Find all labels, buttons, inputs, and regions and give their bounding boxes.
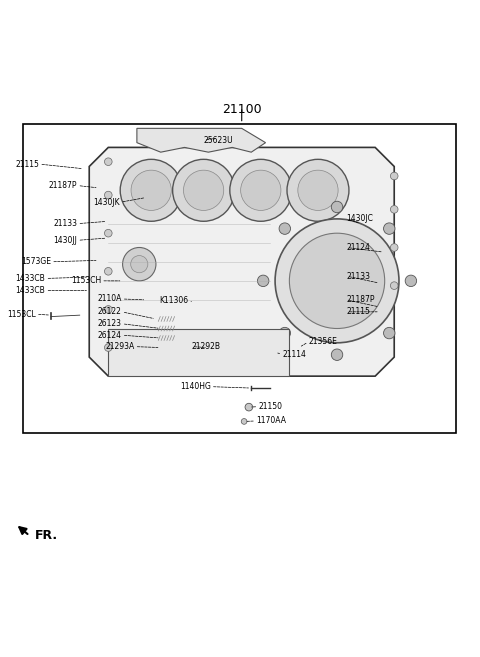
Circle shape [105,306,112,313]
Circle shape [105,191,112,199]
Circle shape [245,403,252,411]
Circle shape [390,244,398,251]
Circle shape [390,282,398,290]
Circle shape [131,170,171,210]
Circle shape [384,223,395,235]
Text: 1430JK: 1430JK [94,198,120,207]
Circle shape [405,275,417,286]
Circle shape [390,172,398,180]
Text: 21187P: 21187P [347,296,375,304]
FancyBboxPatch shape [108,328,289,376]
Circle shape [131,256,148,273]
Text: 21292B: 21292B [192,342,221,351]
Text: 26123: 26123 [97,319,121,328]
Text: 21100: 21100 [222,102,262,116]
Text: 21150: 21150 [258,402,282,411]
Text: 21115: 21115 [347,307,371,316]
Text: 21133: 21133 [347,271,371,281]
Circle shape [230,160,292,221]
Circle shape [384,327,395,339]
Text: 1430JC: 1430JC [347,214,373,223]
Circle shape [105,344,112,351]
Circle shape [298,170,338,210]
Text: 1573GE: 1573GE [21,258,51,266]
Polygon shape [137,128,265,152]
Circle shape [183,170,224,210]
Text: 21115: 21115 [15,160,39,169]
Circle shape [241,419,247,424]
Text: 25623U: 25623U [204,136,233,145]
Circle shape [390,206,398,213]
Text: 26124: 26124 [97,330,121,340]
Text: 21187P: 21187P [49,181,77,190]
Text: FR.: FR. [35,530,58,542]
Text: 1140HG: 1140HG [180,382,211,391]
Circle shape [257,275,269,286]
Polygon shape [89,147,394,376]
Text: 1433CB: 1433CB [16,286,46,295]
Circle shape [275,219,399,343]
Text: 1153CH: 1153CH [71,277,101,285]
Circle shape [173,160,235,221]
Circle shape [331,349,343,361]
Text: 1433CB: 1433CB [16,274,46,283]
Circle shape [279,327,290,339]
Text: 2110A: 2110A [97,294,121,304]
Circle shape [105,267,112,275]
Circle shape [279,223,290,235]
Text: 21133: 21133 [53,219,77,228]
Text: 21293A: 21293A [105,342,134,351]
Text: 21356E: 21356E [309,337,337,346]
Circle shape [122,248,156,281]
Text: 1170AA: 1170AA [256,417,286,426]
Text: 21124: 21124 [347,243,371,252]
Text: K11306: K11306 [159,296,188,306]
Circle shape [105,158,112,166]
Circle shape [331,201,343,213]
Text: 1430JJ: 1430JJ [53,236,77,245]
Circle shape [105,229,112,237]
Circle shape [287,160,349,221]
Text: 26122: 26122 [98,307,121,316]
Circle shape [289,233,384,328]
Text: 1153CL: 1153CL [7,309,36,319]
Circle shape [120,160,182,221]
Circle shape [240,170,281,210]
Text: 21114: 21114 [282,350,306,359]
